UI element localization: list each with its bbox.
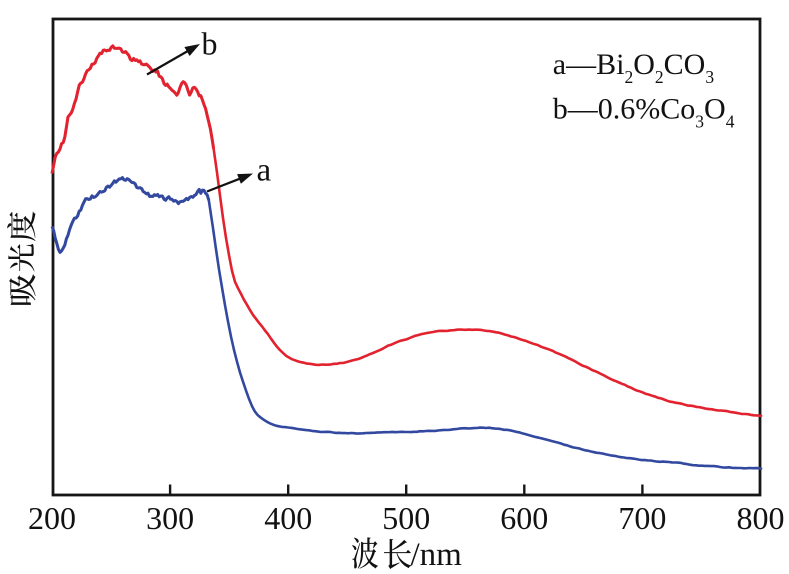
svg-text:400: 400 bbox=[264, 500, 312, 536]
svg-text:b—0.6%Co3O4: b—0.6%Co3O4 bbox=[553, 93, 735, 132]
svg-text:300: 300 bbox=[146, 500, 194, 536]
svg-text:200: 200 bbox=[28, 500, 76, 536]
svg-text:a: a bbox=[257, 153, 272, 189]
svg-text:/nm: /nm bbox=[411, 537, 463, 573]
svg-text:800: 800 bbox=[737, 500, 785, 536]
svg-text:b: b bbox=[202, 26, 218, 62]
svg-text:700: 700 bbox=[618, 500, 666, 536]
svg-text:600: 600 bbox=[500, 500, 548, 536]
svg-text:500: 500 bbox=[382, 500, 430, 536]
svg-text:a—Bi2O2CO3: a—Bi2O2CO3 bbox=[553, 48, 715, 87]
